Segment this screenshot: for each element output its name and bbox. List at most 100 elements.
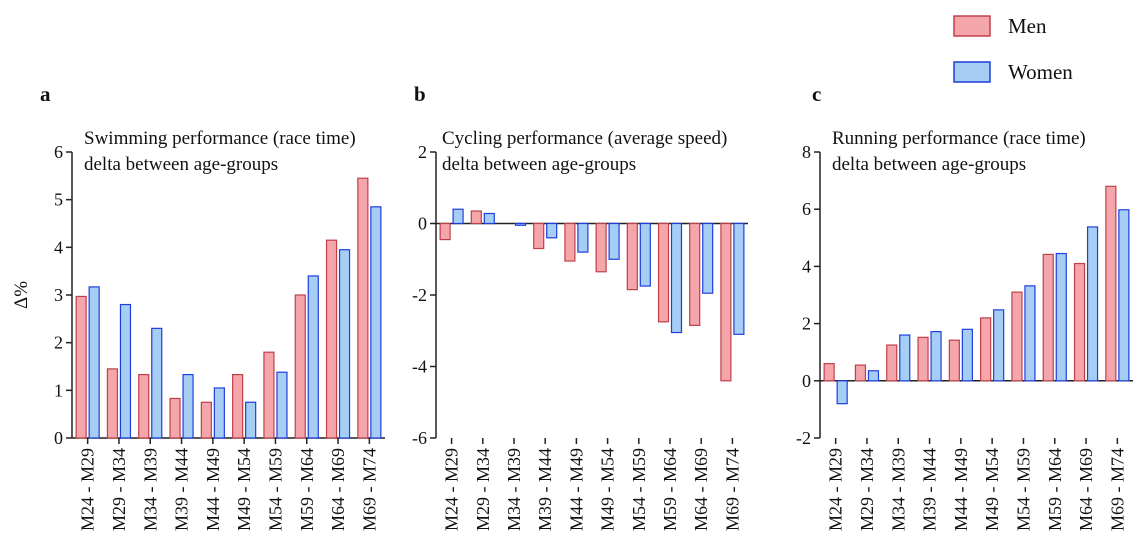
- x-tick-label: M49 - M54: [982, 448, 1002, 531]
- x-tick-label: M39 - M44: [535, 448, 555, 531]
- y-tick-label: 4: [54, 237, 63, 257]
- bar: Women: [608, 222, 620, 260]
- y-tick-label: 6: [802, 199, 811, 219]
- x-tick-label: M59 - M64: [297, 448, 317, 531]
- bar: Women: [1024, 285, 1036, 382]
- x-tick-label: M24 - M29: [78, 448, 98, 531]
- bar: Men: [886, 344, 898, 382]
- bar: Men: [657, 222, 670, 323]
- chart-title: Swimming performance (race time): [84, 128, 356, 149]
- bar: Men: [75, 295, 87, 439]
- bar: Women: [119, 303, 132, 439]
- bar: Men: [917, 336, 929, 382]
- y-tick-label: 0: [418, 214, 427, 234]
- y-tick-label: -2: [412, 285, 427, 305]
- bar: Women: [514, 222, 527, 226]
- x-tick-label: M54 - M59: [265, 448, 285, 531]
- y-tick-label: 5: [54, 190, 63, 210]
- chart-title: Running performance (race time): [832, 128, 1086, 149]
- x-tick-label: M29 - M34: [857, 448, 877, 531]
- bar: Women: [577, 222, 589, 253]
- bar: Women: [867, 370, 880, 382]
- bar: Men: [689, 222, 701, 326]
- bar: Men: [948, 339, 960, 382]
- y-tick-label: 2: [54, 333, 63, 353]
- x-tick-label: M39 - M44: [920, 448, 940, 531]
- x-tick-label: M64 - M69: [1076, 448, 1096, 531]
- bar: Men: [980, 317, 992, 382]
- x-tick-label: M44 - M49: [951, 448, 971, 531]
- bar: Men: [470, 210, 482, 225]
- x-tick-label: M69 - M74: [1107, 448, 1127, 531]
- bar: Men: [823, 363, 835, 382]
- x-tick-label: M39 - M44: [172, 448, 192, 531]
- bar: Women: [88, 286, 100, 439]
- x-tick-label: M64 - M69: [328, 448, 348, 531]
- bar: Women: [151, 327, 163, 439]
- bar: Men: [1073, 262, 1086, 382]
- y-tick-label: -4: [412, 357, 427, 377]
- legend-label: Men: [1008, 14, 1047, 38]
- panel-label: b: [414, 82, 426, 106]
- bar: Women: [546, 222, 558, 239]
- legend-swatch: [953, 15, 991, 37]
- bar: Men: [533, 222, 545, 250]
- bar: Women: [733, 222, 745, 335]
- x-tick-label: M34 - M39: [888, 448, 908, 531]
- bar: Men: [232, 374, 244, 439]
- x-tick-label: M34 - M39: [504, 448, 524, 531]
- y-tick-label: 3: [54, 285, 63, 305]
- bar: Women: [639, 222, 651, 287]
- bar: Women: [1086, 226, 1099, 382]
- bar: Men: [854, 364, 867, 382]
- x-tick-label: M34 - M39: [140, 448, 160, 531]
- bar: Women: [338, 249, 351, 439]
- bar: Women: [213, 387, 225, 439]
- x-tick-label: M49 - M54: [598, 448, 618, 531]
- y-tick-label: 6: [54, 142, 63, 162]
- x-tick-label: M29 - M34: [109, 448, 129, 531]
- y-tick-label: 2: [418, 142, 427, 162]
- x-tick-label: M49 - M54: [234, 448, 254, 531]
- x-tick-label: M54 - M59: [1013, 448, 1033, 531]
- bar: Women: [483, 212, 495, 225]
- x-tick-label: M59 - M64: [660, 448, 680, 531]
- bar: Men: [595, 222, 607, 273]
- bar: Men: [325, 239, 338, 439]
- y-axis-label: Δ%: [11, 281, 32, 309]
- x-tick-label: M69 - M74: [359, 448, 379, 531]
- bar: Men: [720, 222, 732, 382]
- bar: Women: [452, 208, 464, 225]
- panel-label: c: [812, 82, 821, 106]
- legend-label: Women: [1008, 60, 1073, 84]
- bar: Women: [993, 309, 1005, 382]
- panel-label: a: [40, 82, 51, 106]
- chart-title: delta between age-groups: [832, 154, 1026, 175]
- bar: Women: [961, 328, 973, 382]
- bar: Men: [626, 222, 638, 291]
- x-tick-label: M54 - M59: [629, 448, 649, 531]
- bar: Men: [294, 294, 306, 439]
- x-tick-label: M44 - M49: [203, 448, 223, 531]
- legend-swatch: [953, 61, 991, 83]
- bar: Men: [439, 222, 451, 241]
- y-tick-label: -6: [412, 428, 427, 448]
- bar: Men: [1011, 291, 1023, 382]
- y-tick-label: 4: [802, 256, 811, 276]
- bar: Women: [276, 371, 288, 439]
- y-tick-label: 2: [802, 314, 811, 334]
- bar: Men: [1105, 185, 1117, 382]
- bar: Men: [564, 222, 576, 262]
- x-tick-label: M59 - M64: [1045, 448, 1065, 531]
- chart-title: delta between age-groups: [442, 154, 636, 175]
- bar: Men: [263, 351, 275, 439]
- bar: Men: [169, 397, 181, 439]
- bar: Women: [1055, 252, 1067, 382]
- bar: Women: [245, 401, 257, 439]
- bar: Women: [930, 331, 942, 382]
- bar: Women: [370, 206, 382, 439]
- x-tick-label: M24 - M29: [826, 448, 846, 531]
- y-tick-label: 8: [802, 142, 811, 162]
- bar: Women: [702, 222, 714, 294]
